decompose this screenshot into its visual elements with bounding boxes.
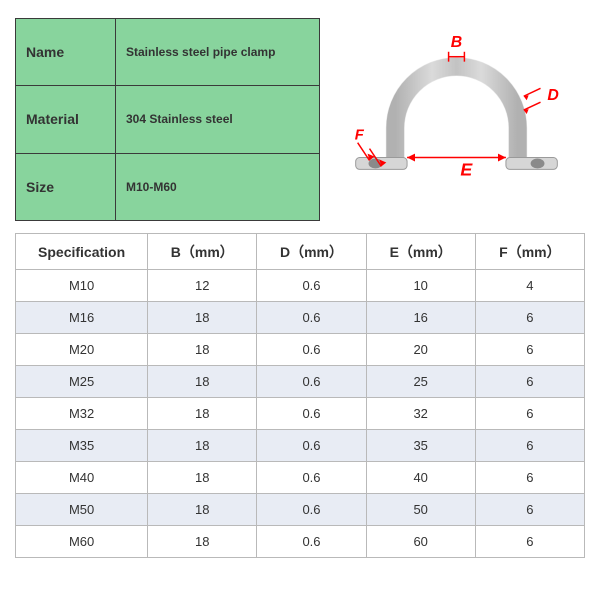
spec-cell: M25 <box>16 366 148 398</box>
info-label: Size <box>16 153 116 220</box>
spec-cell: 6 <box>475 462 584 494</box>
svg-text:E: E <box>460 159 473 179</box>
table-row: M25180.6256 <box>16 366 585 398</box>
table-row: M10120.6104 <box>16 270 585 302</box>
spec-cell: M16 <box>16 302 148 334</box>
info-value: 304 Stainless steel <box>116 86 320 153</box>
spec-cell: 18 <box>148 398 257 430</box>
spec-cell: 6 <box>475 302 584 334</box>
spec-cell: M20 <box>16 334 148 366</box>
table-row: M40180.6406 <box>16 462 585 494</box>
spec-table: SpecificationB（mm）D（mm）E（mm）F（mm） M10120… <box>15 233 585 558</box>
spec-cell: 20 <box>366 334 475 366</box>
spec-cell: 10 <box>366 270 475 302</box>
spec-cell: 18 <box>148 430 257 462</box>
spec-cell: 4 <box>475 270 584 302</box>
table-row: M50180.6506 <box>16 494 585 526</box>
table-row: M32180.6326 <box>16 398 585 430</box>
spec-cell: 0.6 <box>257 302 366 334</box>
spec-cell: 6 <box>475 366 584 398</box>
svg-text:F: F <box>355 128 365 144</box>
spec-cell: 18 <box>148 462 257 494</box>
spec-cell: 6 <box>475 494 584 526</box>
table-row: M16180.6166 <box>16 302 585 334</box>
spec-cell: M10 <box>16 270 148 302</box>
spec-cell: 18 <box>148 366 257 398</box>
spec-cell: 0.6 <box>257 430 366 462</box>
spec-cell: 0.6 <box>257 462 366 494</box>
spec-cell: M40 <box>16 462 148 494</box>
spec-column-header: D（mm） <box>257 234 366 270</box>
spec-cell: 6 <box>475 334 584 366</box>
spec-cell: 0.6 <box>257 526 366 558</box>
spec-cell: 18 <box>148 334 257 366</box>
spec-cell: M50 <box>16 494 148 526</box>
info-label: Material <box>16 86 116 153</box>
spec-cell: 16 <box>366 302 475 334</box>
table-row: M60180.6606 <box>16 526 585 558</box>
spec-cell: M35 <box>16 430 148 462</box>
spec-cell: 18 <box>148 494 257 526</box>
spec-cell: 12 <box>148 270 257 302</box>
table-row: M35180.6356 <box>16 430 585 462</box>
spec-cell: M32 <box>16 398 148 430</box>
spec-cell: 18 <box>148 302 257 334</box>
spec-cell: 0.6 <box>257 398 366 430</box>
spec-cell: 0.6 <box>257 366 366 398</box>
spec-cell: 0.6 <box>257 270 366 302</box>
info-value: M10-M60 <box>116 153 320 220</box>
spec-column-header: F（mm） <box>475 234 584 270</box>
clamp-diagram: B D E F <box>328 18 585 221</box>
spec-cell: 25 <box>366 366 475 398</box>
svg-text:B: B <box>451 34 462 51</box>
spec-cell: 35 <box>366 430 475 462</box>
svg-text:D: D <box>547 87 558 104</box>
spec-column-header: Specification <box>16 234 148 270</box>
spec-cell: 0.6 <box>257 494 366 526</box>
spec-cell: 60 <box>366 526 475 558</box>
spec-cell: 18 <box>148 526 257 558</box>
spec-cell: 6 <box>475 398 584 430</box>
spec-column-header: B（mm） <box>148 234 257 270</box>
spec-cell: M60 <box>16 526 148 558</box>
spec-column-header: E（mm） <box>366 234 475 270</box>
info-table: NameStainless steel pipe clampMaterial30… <box>15 18 320 221</box>
spec-cell: 0.6 <box>257 334 366 366</box>
table-row: M20180.6206 <box>16 334 585 366</box>
spec-cell: 50 <box>366 494 475 526</box>
spec-cell: 6 <box>475 526 584 558</box>
spec-cell: 32 <box>366 398 475 430</box>
info-value: Stainless steel pipe clamp <box>116 19 320 86</box>
info-label: Name <box>16 19 116 86</box>
spec-cell: 6 <box>475 430 584 462</box>
spec-cell: 40 <box>366 462 475 494</box>
